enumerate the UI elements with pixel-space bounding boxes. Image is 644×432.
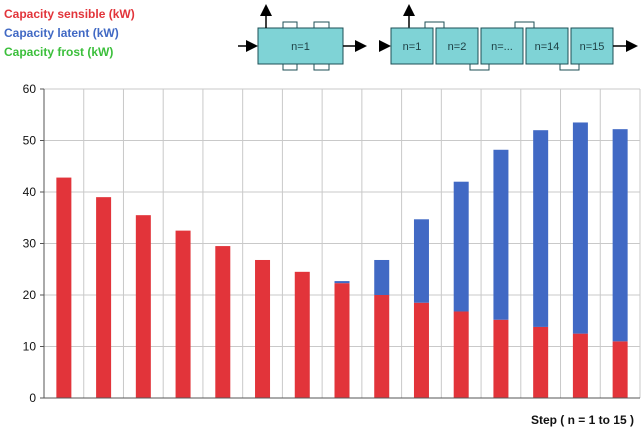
bar-series1-step-11	[453, 311, 469, 398]
diagram-single-arrow-up-head	[260, 4, 272, 16]
diagram-chain-box-3-label: n=...	[491, 41, 513, 53]
diagram-single-arrow-out-head	[355, 40, 367, 52]
bar-series1-step-1	[56, 177, 72, 398]
bar-series2-step-13	[533, 130, 549, 327]
y-tick-label-1: 10	[23, 340, 37, 354]
bars	[56, 122, 628, 398]
single-tab-bottom-1	[282, 64, 298, 71]
diagram-chain-box-5	[570, 27, 614, 65]
diagram-chain-box-1-label: n=1	[403, 41, 422, 53]
diagram-chain-box-3	[480, 27, 524, 65]
bar-series2-step-14	[572, 122, 588, 334]
y-tick-label-3: 30	[23, 237, 37, 251]
y-tick-label-0: 0	[29, 391, 36, 405]
bar-series2-step-15	[612, 129, 628, 342]
bar-series2-step-11	[453, 181, 469, 312]
legend-entry-1: Capacity sensible (kW)	[4, 7, 135, 21]
diagram-chain-box-1	[390, 27, 434, 65]
bar-series1-step-6	[255, 259, 271, 398]
bar-series1-step-9	[374, 295, 390, 398]
legend-entry-2: Capacity latent (kW)	[4, 26, 119, 40]
bar-series2-step-10	[413, 219, 429, 303]
diagram-chain-arrow-out-head	[626, 40, 638, 52]
diagram-link-bottom-2	[469, 64, 490, 71]
diagram-chain-box-4	[525, 27, 569, 65]
bar-series1-step-7	[294, 271, 310, 398]
bar-series1-step-15	[612, 341, 628, 398]
bar-series1-step-14	[572, 333, 588, 398]
diagram-chain-box-2	[435, 27, 479, 65]
x-axis-label: Step ( n = 1 to 15 )	[531, 413, 634, 427]
bar-series1-step-12	[493, 319, 509, 398]
diagram-link-bottom-4	[559, 64, 580, 71]
single-tab-bottom-2	[313, 64, 330, 71]
bar-series2-step-8	[334, 281, 350, 284]
y-tick-label-2: 20	[23, 288, 37, 302]
diagram-link-top-1	[424, 21, 445, 28]
axes: 0 10 20 30 40 50 60	[23, 82, 640, 405]
diagram-single-arrow-in-head	[246, 40, 258, 52]
single-tab-top-1	[282, 21, 298, 28]
diagram-single-box	[257, 27, 344, 65]
diagram-chain-box-5-label: n=15	[580, 41, 605, 53]
bar-series1-step-5	[215, 246, 231, 398]
y-tick-label-5: 50	[23, 134, 37, 148]
diagram-single-box-label: n=1	[291, 41, 310, 53]
bar-series2-step-12	[493, 149, 509, 320]
bar-series1-step-2	[96, 197, 112, 398]
diagram-chain-arrow-up-head	[403, 4, 415, 16]
legend: Capacity sensible (kW) Capacity latent (k…	[4, 7, 135, 59]
bar-series2-step-9	[374, 259, 390, 295]
bar-series1-step-4	[175, 230, 191, 398]
step-diagram: n=1 n=1 n=2 n=... n=14 n=15	[238, 4, 638, 71]
y-tick-label-6: 60	[23, 82, 37, 96]
bar-series1-step-8	[334, 283, 350, 398]
bar-series1-step-3	[135, 215, 151, 398]
y-tick-label-4: 40	[23, 185, 37, 199]
single-tab-top-2	[313, 21, 330, 28]
diagram-chain-arrow-in-head	[379, 40, 391, 52]
diagram-chain-box-4-label: n=14	[535, 41, 560, 53]
legend-entry-3: Capacity frost (kW)	[4, 45, 113, 59]
diagram-chain-box-2-label: n=2	[448, 41, 467, 53]
bar-series1-step-13	[533, 326, 549, 398]
diagram-link-top-3	[514, 21, 535, 28]
bar-series1-step-10	[413, 302, 429, 398]
